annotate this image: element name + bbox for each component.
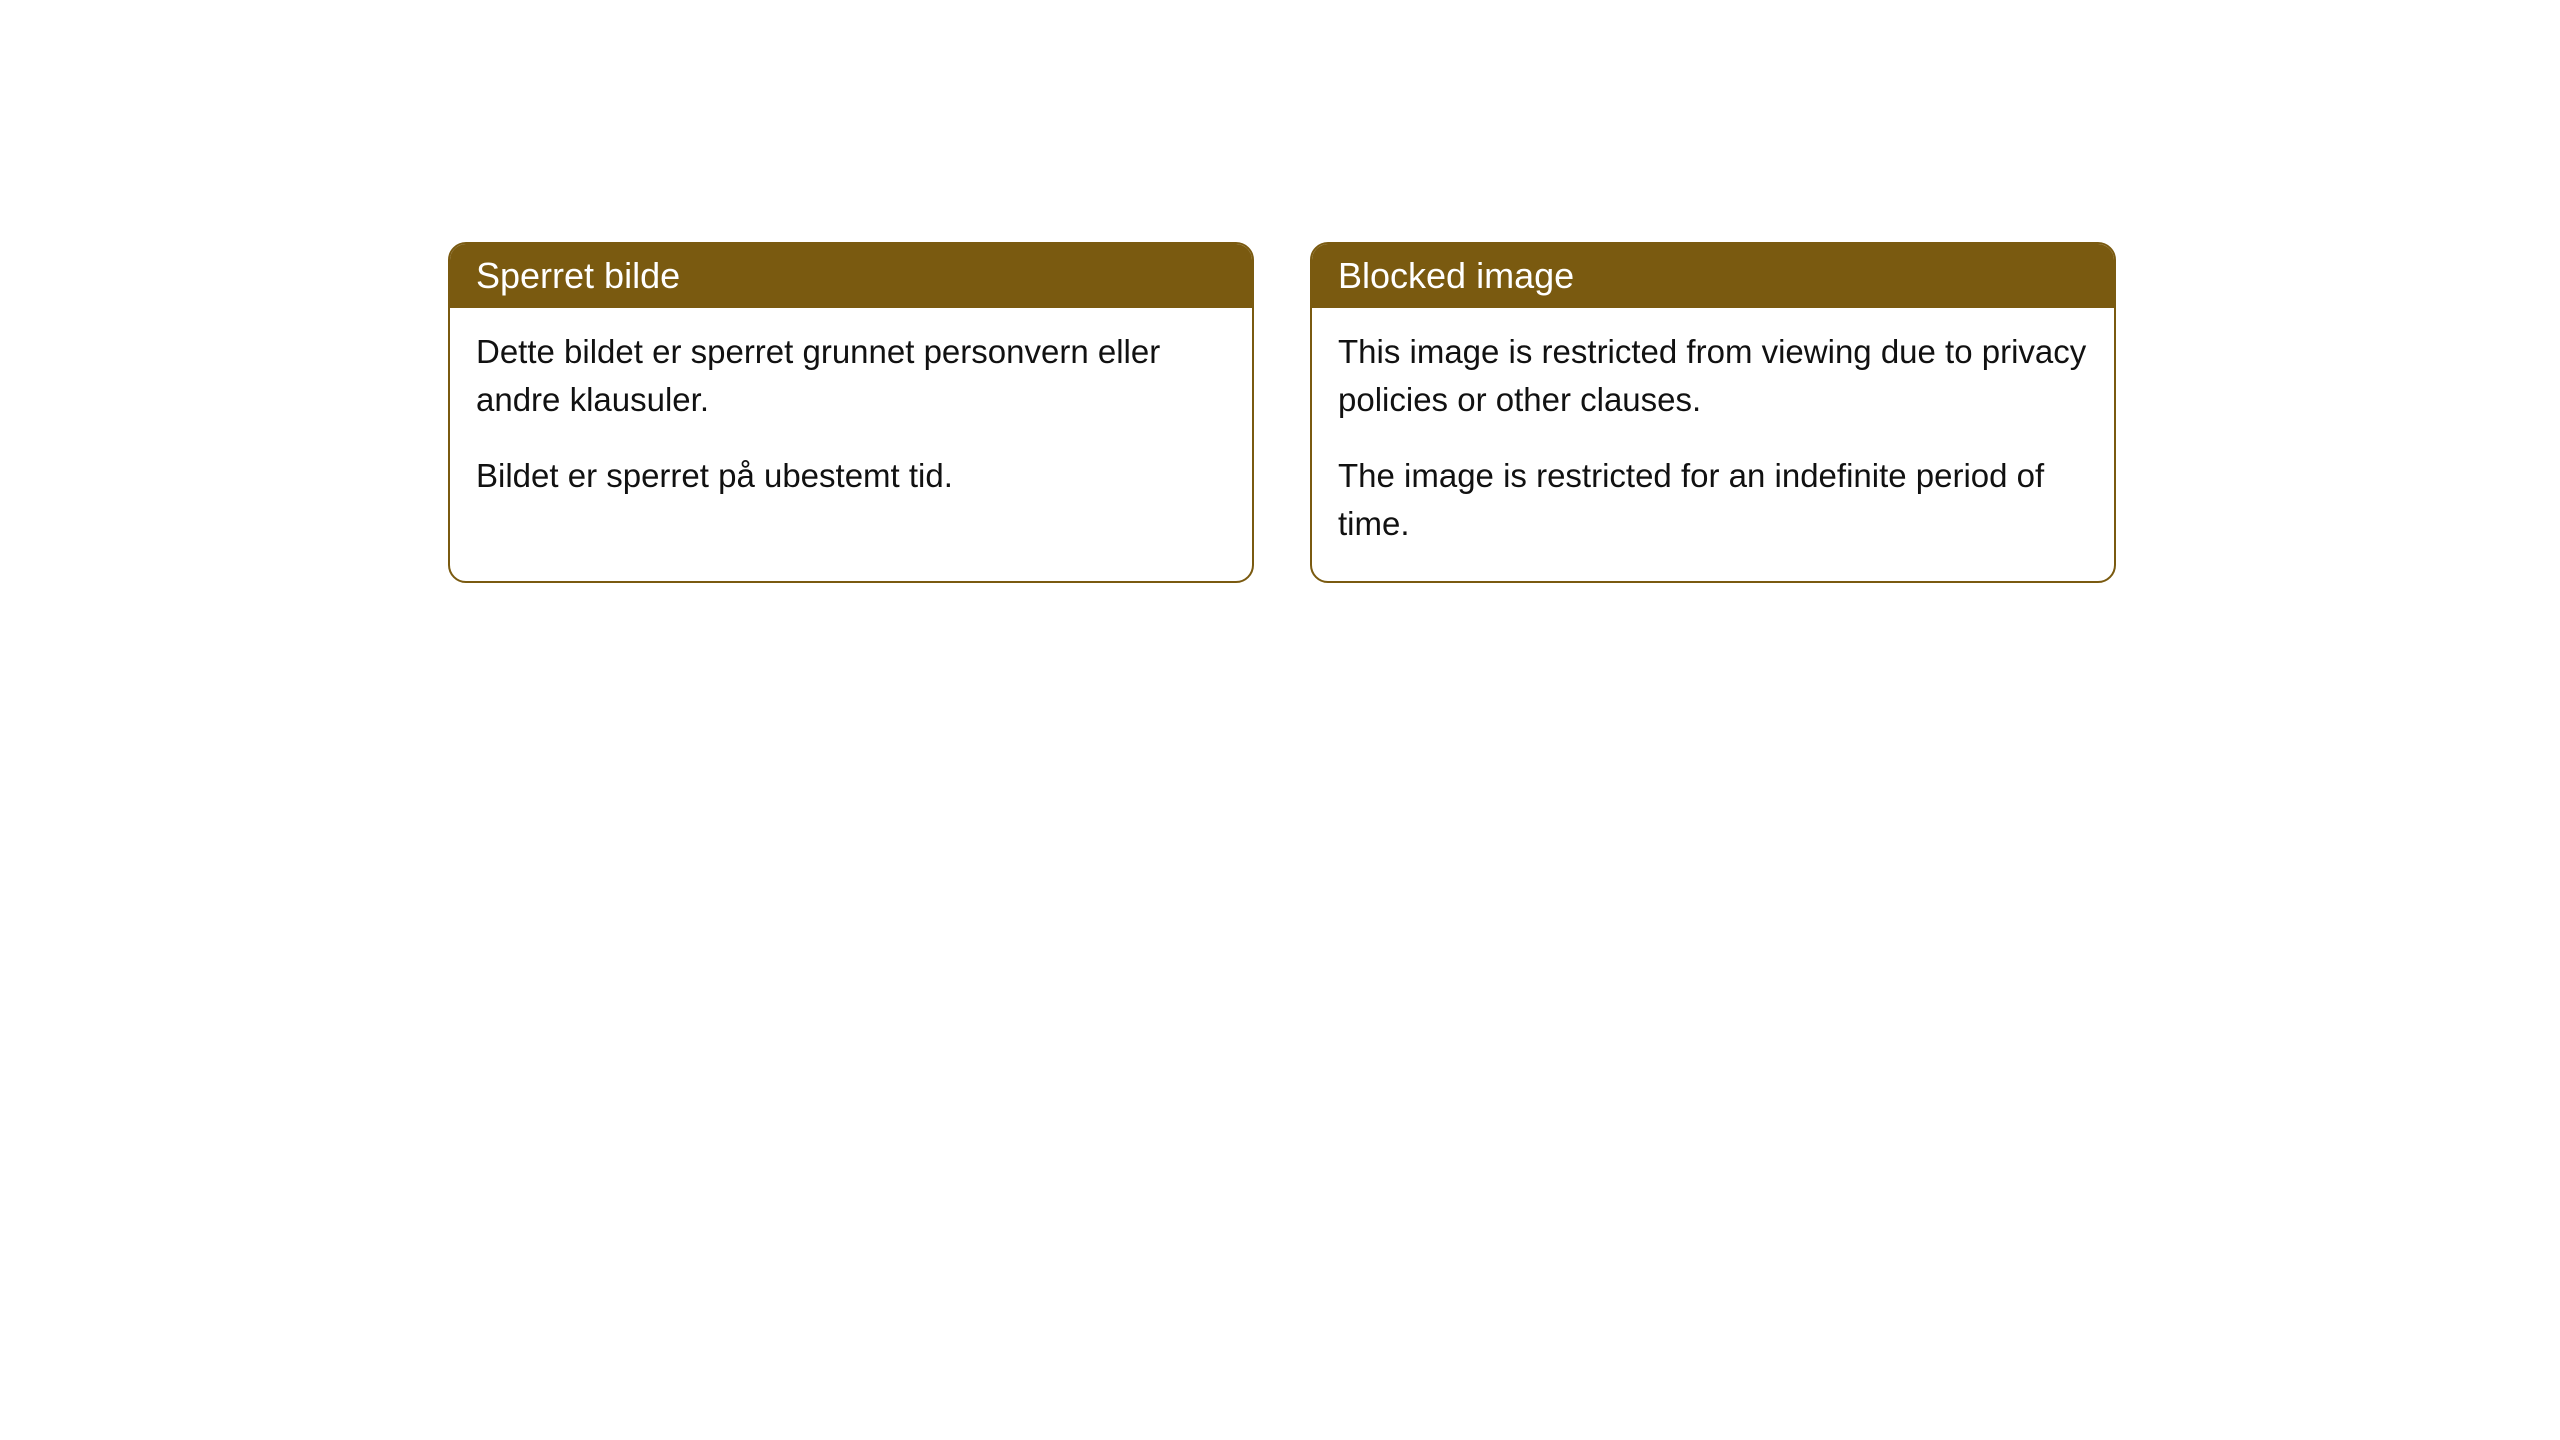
english-notice-card: Blocked image This image is restricted f… (1310, 242, 2116, 583)
english-card-title: Blocked image (1312, 244, 2114, 308)
norwegian-paragraph-2: Bildet er sperret på ubestemt tid. (476, 452, 1226, 500)
notice-cards-container: Sperret bilde Dette bildet er sperret gr… (448, 242, 2116, 583)
english-card-body: This image is restricted from viewing du… (1312, 308, 2114, 581)
norwegian-card-title: Sperret bilde (450, 244, 1252, 308)
english-paragraph-1: This image is restricted from viewing du… (1338, 328, 2088, 424)
norwegian-card-body: Dette bildet er sperret grunnet personve… (450, 308, 1252, 534)
english-paragraph-2: The image is restricted for an indefinit… (1338, 452, 2088, 548)
norwegian-notice-card: Sperret bilde Dette bildet er sperret gr… (448, 242, 1254, 583)
norwegian-paragraph-1: Dette bildet er sperret grunnet personve… (476, 328, 1226, 424)
